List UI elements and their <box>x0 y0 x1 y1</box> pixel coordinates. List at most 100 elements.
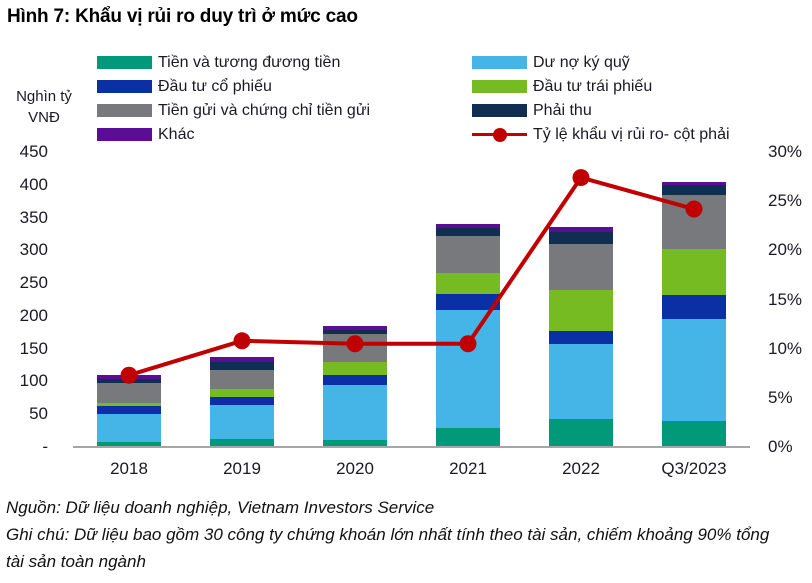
bar-segment-5 <box>436 228 500 236</box>
legend-swatch-bonds <box>472 80 527 93</box>
right-axis-tick-label: 15% <box>768 289 803 309</box>
x-axis-label: Q3/2023 <box>661 459 727 478</box>
bar-segment-2 <box>97 405 161 415</box>
bar-segment-2 <box>323 374 387 385</box>
bar-segment-4 <box>662 194 726 250</box>
figure-title: Hình 7: Khẩu vị rủi ro duy trì ở mức cao <box>7 6 358 27</box>
bar-segment-5 <box>97 379 161 384</box>
source-note: Nguồn: Dữ liệu doanh nghiệp, Vietnam Inv… <box>6 498 435 517</box>
bar-segment-3 <box>97 403 161 406</box>
bar-segment-3 <box>210 388 274 397</box>
bar-segment-3 <box>549 290 613 331</box>
legend-label-risk-ratio: Tỷ lệ khẩu vị rủi ro- cột phải <box>533 125 730 143</box>
y-axis-tick-label: 400 <box>19 174 48 194</box>
x-axis-label: 2020 <box>336 459 374 478</box>
bar-segment-3 <box>662 249 726 295</box>
legend-item-stocks: Đầu tư cổ phiếu <box>97 77 272 95</box>
bar-segment-4 <box>436 235 500 274</box>
bar-segment-5 <box>210 362 274 370</box>
bar-segment-4 <box>97 383 161 404</box>
legend-swatch-cash <box>97 56 152 69</box>
bar-segment-6 <box>323 325 387 330</box>
bar-segment-1 <box>323 384 387 440</box>
right-axis-tick-label: 5% <box>768 387 793 407</box>
left-axis-unit-line1: Nghìn tỷ <box>16 88 72 105</box>
y-axis-tick-label: 350 <box>19 207 48 227</box>
right-axis-tick-label: 25% <box>768 191 803 211</box>
bar-segment-1 <box>436 309 500 428</box>
left-axis-unit-line2: VNĐ <box>28 109 60 126</box>
bar-segment-2 <box>436 293 500 310</box>
legend-label-other: Khác <box>158 125 195 143</box>
legend-item-receivables: Phải thu <box>472 101 592 119</box>
legend: Tiền và tương đương tiền Dư nợ ký quỹ Đầ… <box>0 0 812 150</box>
bar-segment-1 <box>549 344 613 420</box>
legend-swatch-receivables <box>472 104 527 117</box>
legend-swatch-stocks <box>97 80 152 93</box>
bar-segment-6 <box>662 182 726 186</box>
bar-segment-1 <box>662 319 726 422</box>
risk-ratio-marker <box>572 169 590 187</box>
legend-swatch-deposits <box>97 104 152 117</box>
footer-notes: Nguồn: Dữ liệu doanh nghiệp, Vietnam Inv… <box>6 494 784 575</box>
right-axis-tick-label: 30% <box>768 142 803 161</box>
bar-segment-0 <box>436 427 500 447</box>
legend-item-risk-ratio: Tỷ lệ khẩu vị rủi ro- cột phải <box>472 125 730 143</box>
risk-ratio-marker <box>233 332 251 350</box>
legend-item-bonds: Đầu tư trái phiếu <box>472 77 653 95</box>
bar-segment-0 <box>97 441 161 447</box>
bar-segment-4 <box>323 333 387 363</box>
right-axis-tick-label: 0% <box>768 437 793 456</box>
legend-label-stocks: Đầu tư cổ phiếu <box>158 77 272 95</box>
bar-segment-1 <box>97 414 161 442</box>
bar-segment-2 <box>210 396 274 406</box>
bar-segment-6 <box>549 227 613 232</box>
bar-segment-2 <box>549 330 613 345</box>
x-axis-label: 2021 <box>449 459 487 478</box>
right-axis-tick-label: 20% <box>768 240 803 260</box>
bar-segment-6 <box>97 374 161 380</box>
y-axis-tick-label: 300 <box>19 240 48 260</box>
y-axis-tick-label: 250 <box>19 273 48 293</box>
y-axis-tick-label: 100 <box>19 371 48 391</box>
right-axis-tick-label: 10% <box>768 338 803 358</box>
data-note: Ghi chú: Dữ liệu bao gồm 30 công ty chứn… <box>6 525 770 571</box>
y-axis-tick-label: 150 <box>19 338 48 358</box>
y-axis-tick-label: - <box>42 437 48 456</box>
legend-label-bonds: Đầu tư trái phiếu <box>533 77 653 95</box>
bar-segment-1 <box>210 405 274 440</box>
left-axis-unit: Nghìn tỷ VNĐ <box>2 86 86 128</box>
y-axis-tick-label: 200 <box>19 305 48 325</box>
bar-segment-5 <box>323 329 387 334</box>
legend-swatch-margin-loans <box>472 56 527 69</box>
legend-item-cash: Tiền và tương đương tiền <box>97 53 341 71</box>
bar-segment-0 <box>323 439 387 447</box>
bar-segment-5 <box>549 231 613 245</box>
bar-segment-4 <box>549 244 613 291</box>
bar-segment-5 <box>662 185 726 195</box>
bar-segment-4 <box>210 369 274 389</box>
legend-label-margin-loans: Dư nợ ký quỹ <box>533 53 630 71</box>
bar-segment-2 <box>662 294 726 320</box>
bar-segment-3 <box>323 362 387 375</box>
legend-label-receivables: Phải thu <box>533 101 592 119</box>
bar-segment-3 <box>436 273 500 294</box>
legend-swatch-other <box>97 128 152 141</box>
legend-item-margin-loans: Dư nợ ký quỹ <box>472 53 630 71</box>
x-axis-label: 2022 <box>562 459 600 478</box>
bar-segment-0 <box>549 419 613 447</box>
bar-segment-6 <box>210 357 274 363</box>
bar-segment-0 <box>662 421 726 447</box>
y-axis-tick-label: 50 <box>29 404 48 424</box>
legend-item-deposits: Tiền gửi và chứng chỉ tiền gửi <box>97 102 370 119</box>
legend-label-cash: Tiền và tương đương tiền <box>158 53 341 71</box>
x-axis-label: 2018 <box>110 459 148 478</box>
legend-item-other: Khác <box>97 125 195 143</box>
bar-segment-0 <box>210 439 274 447</box>
x-axis-line <box>73 446 750 448</box>
legend-risk-ratio-line-icon <box>472 127 527 142</box>
y-axis-tick-label: 450 <box>19 142 48 161</box>
x-axis-label: 2019 <box>223 459 261 478</box>
legend-line-dot <box>492 127 507 142</box>
